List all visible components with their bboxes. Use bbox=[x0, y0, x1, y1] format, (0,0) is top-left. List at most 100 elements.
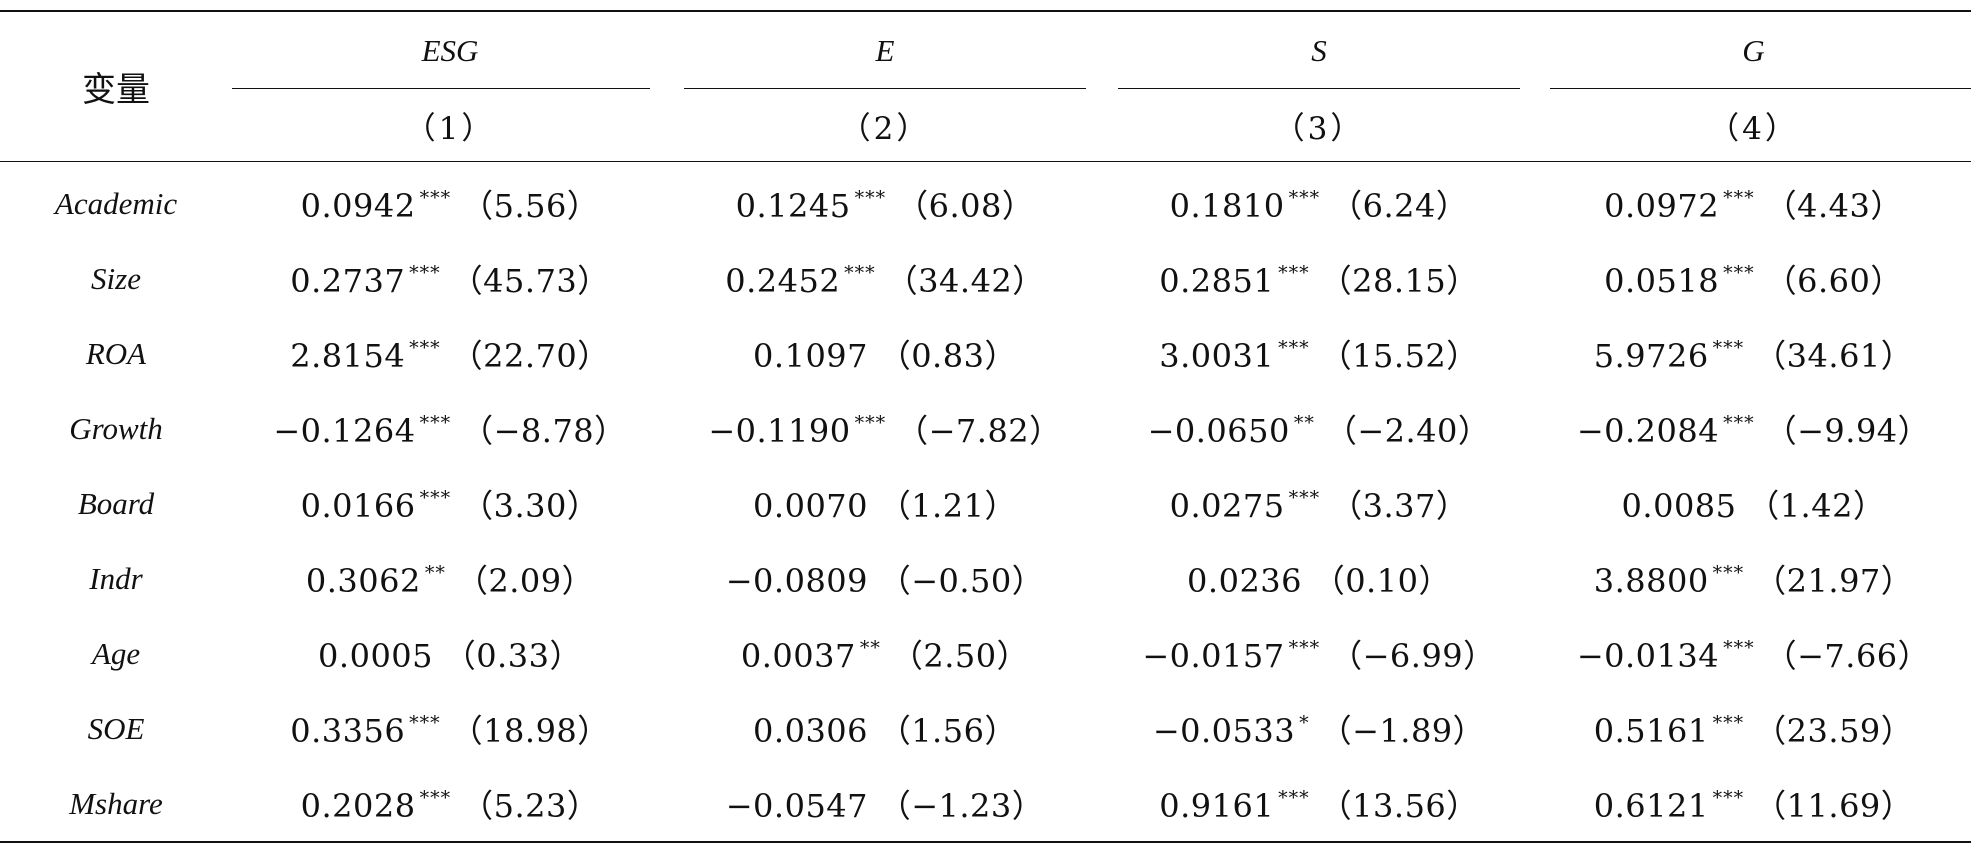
t-statistic: （1.21） bbox=[878, 486, 1017, 525]
table-cell: −0.0650 ** （−2.40） bbox=[1102, 391, 1536, 466]
significance-stars: *** bbox=[409, 336, 441, 359]
coefficient-value: 0.1097 bbox=[753, 336, 869, 375]
t-statistic: （11.69） bbox=[1754, 786, 1914, 825]
significance-stars: *** bbox=[1288, 636, 1321, 659]
t-statistic: （−2.40） bbox=[1324, 411, 1491, 450]
t-statistic: （−9.94） bbox=[1764, 411, 1931, 450]
table-cell: −0.0809 （−0.50） bbox=[668, 541, 1102, 616]
coefficient-value: 0.0085 bbox=[1621, 486, 1737, 525]
coefficient-value: 0.0306 bbox=[753, 711, 869, 750]
t-statistic: （2.09） bbox=[455, 561, 595, 600]
column-number-4: （4） bbox=[1708, 110, 1799, 147]
table-cell: 0.2452 *** （34.42） bbox=[668, 241, 1102, 316]
coefficient-value: 0.0166 bbox=[300, 486, 416, 525]
table-cell: 0.0972 *** （4.43） bbox=[1536, 162, 1971, 242]
table-cell: 0.9161 *** （13.56） bbox=[1102, 766, 1536, 842]
t-statistic: （−7.66） bbox=[1764, 636, 1931, 675]
table-row: Size 0.2737 *** （45.73） 0.2452 *** （34.42） 0.28… bbox=[0, 241, 1971, 316]
significance-stars: *** bbox=[1288, 186, 1321, 209]
t-statistic: （13.56） bbox=[1319, 786, 1479, 825]
table-row: Indr 0.3062 ** （2.09） −0.0809 （−0.50） 0.0236 … bbox=[0, 541, 1971, 616]
group-header-s: S bbox=[1102, 11, 1536, 89]
t-statistic: （3.37） bbox=[1330, 486, 1469, 525]
table-cell: −0.1264 *** （−8.78） bbox=[232, 391, 668, 466]
significance-stars: *** bbox=[844, 261, 876, 284]
variable-name: Academic bbox=[54, 185, 178, 221]
table-cell: 0.0070 （1.21） bbox=[668, 466, 1102, 541]
coefficient-value: 0.2452 bbox=[725, 261, 841, 300]
table-body: Academic 0.0942 *** （5.56） 0.1245 *** （6.08） 0.… bbox=[0, 162, 1971, 842]
table-cell: 0.0005 （0.33） bbox=[232, 616, 668, 691]
variable-name: Board bbox=[77, 485, 155, 521]
t-statistic: （−0.50） bbox=[878, 561, 1045, 600]
significance-stars: ** bbox=[424, 561, 446, 584]
table-cell: 3.0031 *** （15.52） bbox=[1102, 316, 1536, 391]
table-cell: 0.3356 *** （18.98） bbox=[232, 691, 668, 766]
table-cell: −0.0533 * （−1.89） bbox=[1102, 691, 1536, 766]
table-cell: 0.2851 *** （28.15） bbox=[1102, 241, 1536, 316]
t-statistic: （22.70） bbox=[450, 336, 610, 375]
significance-stars: *** bbox=[409, 261, 441, 284]
t-statistic: （34.42） bbox=[885, 261, 1045, 300]
coefficient-value: −0.2084 bbox=[1576, 411, 1720, 450]
coefficient-value: 0.6121 bbox=[1593, 786, 1709, 825]
table-cell: 0.6121 *** （11.69） bbox=[1536, 766, 1971, 842]
coefficient-value: −0.0809 bbox=[725, 561, 869, 600]
t-statistic: （5.56） bbox=[461, 186, 600, 225]
t-statistic: （−1.23） bbox=[878, 786, 1045, 825]
significance-stars: *** bbox=[409, 711, 441, 734]
regression-table: 变量 ESG E S G （1） （2） （3） （4） Academic 0.0… bbox=[0, 10, 1971, 843]
coefficient-value: −0.0547 bbox=[725, 786, 869, 825]
coefficient-value: 0.0518 bbox=[1604, 261, 1720, 300]
significance-stars: *** bbox=[1723, 636, 1755, 659]
table-cell: −0.1190 *** （−7.82） bbox=[668, 391, 1102, 466]
table-cell: 2.8154 *** （22.70） bbox=[232, 316, 668, 391]
table-cell: 0.2737 *** （45.73） bbox=[232, 241, 668, 316]
coefficient-value: −0.1264 bbox=[273, 411, 416, 450]
variable-name: SOE bbox=[87, 710, 145, 746]
significance-stars: *** bbox=[1723, 261, 1755, 284]
significance-stars: *** bbox=[854, 411, 887, 434]
column-number-1: （1） bbox=[404, 110, 496, 147]
coefficient-value: −0.0134 bbox=[1576, 636, 1720, 675]
coefficient-value: −0.0157 bbox=[1142, 636, 1285, 675]
t-statistic: （−8.78） bbox=[461, 411, 627, 450]
coefficient-value: 0.0275 bbox=[1169, 486, 1285, 525]
column-number-3: （3） bbox=[1273, 110, 1365, 147]
t-statistic: （45.73） bbox=[450, 261, 610, 300]
column-number-2: （2） bbox=[839, 110, 931, 147]
coefficient-value: 0.3062 bbox=[305, 561, 421, 600]
table-cell: 0.0085 （1.42） bbox=[1536, 466, 1971, 541]
t-statistic: （4.43） bbox=[1764, 186, 1903, 225]
table-cell: 3.8800 *** （21.97） bbox=[1536, 541, 1971, 616]
t-statistic: （28.15） bbox=[1319, 261, 1479, 300]
significance-stars: *** bbox=[1288, 486, 1321, 509]
significance-stars: *** bbox=[1278, 336, 1310, 359]
table-row: Board 0.0166 *** （3.30） 0.0070 （1.21） 0.0275 *… bbox=[0, 466, 1971, 541]
coefficient-value: 3.8800 bbox=[1593, 561, 1709, 600]
table-cell: −0.0157 *** （−6.99） bbox=[1102, 616, 1536, 691]
coefficient-value: 0.0070 bbox=[753, 486, 869, 525]
coefficient-value: 0.5161 bbox=[1593, 711, 1709, 750]
t-statistic: （2.50） bbox=[890, 636, 1030, 675]
t-statistic: （5.23） bbox=[461, 786, 600, 825]
coefficient-value: 0.0037 bbox=[740, 636, 856, 675]
variable-name: Size bbox=[91, 260, 141, 296]
coefficient-value: 0.2028 bbox=[300, 786, 416, 825]
t-statistic: （−7.82） bbox=[896, 411, 1062, 450]
significance-stars: *** bbox=[1723, 411, 1755, 434]
significance-stars: *** bbox=[1712, 336, 1745, 359]
t-statistic: （1.42） bbox=[1747, 486, 1886, 525]
table-cell: 0.1097 （0.83） bbox=[668, 316, 1102, 391]
table-row: ROA 2.8154 *** （22.70） 0.1097 （0.83） 3.0031 **… bbox=[0, 316, 1971, 391]
variable-name: Mshare bbox=[69, 785, 163, 821]
t-statistic: （0.10） bbox=[1312, 561, 1451, 600]
t-statistic: （18.98） bbox=[450, 711, 610, 750]
significance-stars: *** bbox=[419, 186, 452, 209]
coefficient-value: 0.3356 bbox=[290, 711, 406, 750]
coefficient-value: 0.9161 bbox=[1159, 786, 1275, 825]
t-statistic: （34.61） bbox=[1754, 336, 1914, 375]
header-row-numbers: （1） （2） （3） （4） bbox=[0, 89, 1971, 162]
significance-stars: *** bbox=[1278, 786, 1310, 809]
table-cell: 0.1810 *** （6.24） bbox=[1102, 162, 1536, 242]
